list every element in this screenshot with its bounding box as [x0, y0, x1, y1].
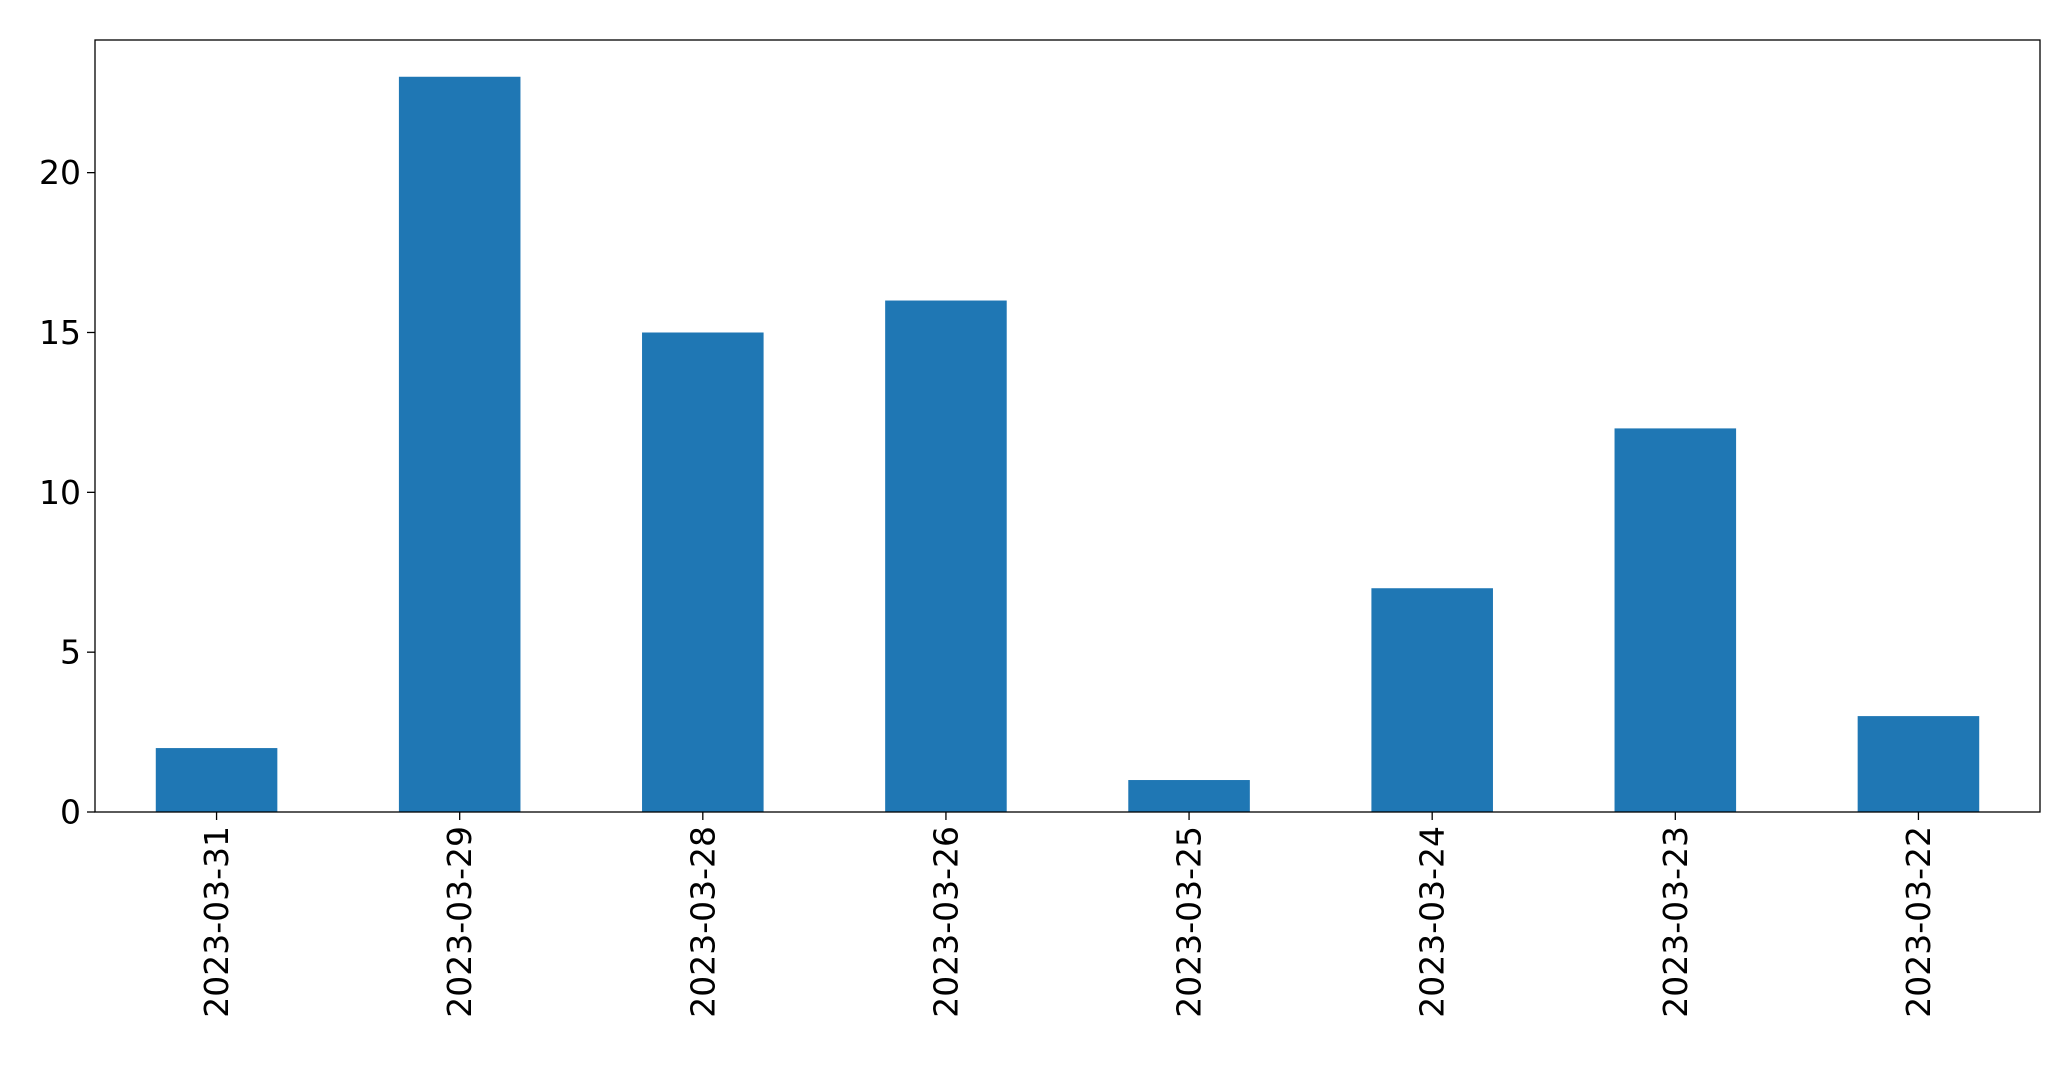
bar-2023-03-29 — [398, 76, 521, 812]
y-tick-label: 5 — [60, 633, 81, 672]
x-tick-label: 2023-03-26 — [926, 826, 965, 1018]
bar-2023-03-22 — [1857, 716, 1980, 812]
bar-2023-03-23 — [1614, 428, 1737, 812]
x-tick-label: 2023-03-22 — [1899, 826, 1938, 1018]
y-tick-label: 0 — [60, 793, 81, 832]
y-tick-label: 20 — [39, 153, 81, 192]
x-tick-label: 2023-03-29 — [440, 826, 479, 1018]
bar-2023-03-31 — [155, 748, 278, 812]
x-tick-label: 2023-03-31 — [197, 826, 236, 1018]
bar-2023-03-26 — [885, 300, 1007, 812]
x-tick-label: 2023-03-24 — [1413, 826, 1452, 1018]
y-axis: 0 5 10 15 20 — [39, 153, 95, 832]
bar-2023-03-28 — [642, 332, 764, 812]
y-tick-label: 15 — [39, 313, 81, 352]
plot-frame — [94, 39, 2041, 813]
bar-2023-03-24 — [1371, 588, 1493, 812]
x-tick-label: 2023-03-25 — [1170, 826, 1209, 1018]
x-tick-label: 2023-03-23 — [1656, 826, 1695, 1018]
x-axis: 2023-03-31 2023-03-29 2023-03-28 2023-03-26… — [197, 812, 1938, 1018]
bars-group — [155, 76, 1980, 812]
x-tick-label: 2023-03-28 — [683, 826, 722, 1018]
bar-2023-03-25 — [1128, 780, 1250, 812]
y-tick-label: 10 — [39, 473, 81, 512]
